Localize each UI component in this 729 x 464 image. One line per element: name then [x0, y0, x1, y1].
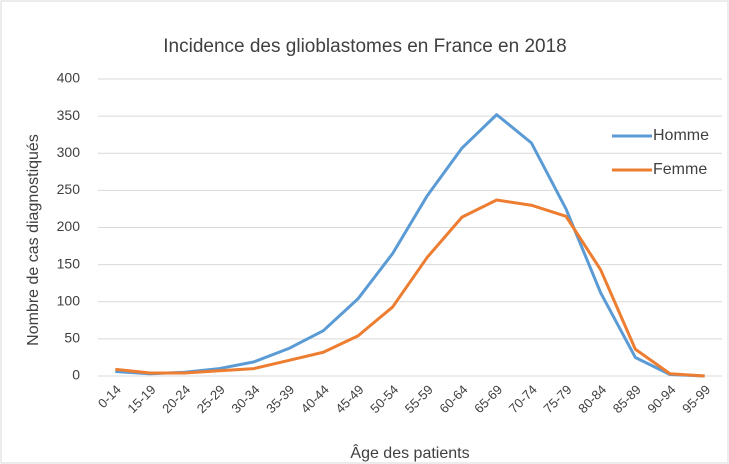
y-axis-label: Nombre de cas diagnostiqués	[25, 134, 42, 346]
y-tick-label: 300	[57, 144, 81, 160]
y-tick-label: 50	[64, 330, 80, 346]
legend-label: Femme	[653, 161, 707, 178]
y-tick-label: 0	[72, 367, 80, 383]
y-tick-label: 100	[57, 292, 81, 308]
x-axis-label: Âge des patients	[350, 443, 469, 462]
y-tick-label: 150	[57, 255, 81, 271]
y-tick-label: 350	[57, 107, 81, 123]
y-tick-label: 250	[57, 181, 81, 197]
series-line	[115, 113, 705, 378]
y-tick-label: 200	[57, 218, 81, 234]
series-line	[115, 198, 705, 378]
y-tick-label: 400	[57, 70, 81, 86]
chart-title: Incidence des glioblastomes en France en…	[163, 36, 566, 57]
legend-label: Homme	[653, 127, 709, 144]
